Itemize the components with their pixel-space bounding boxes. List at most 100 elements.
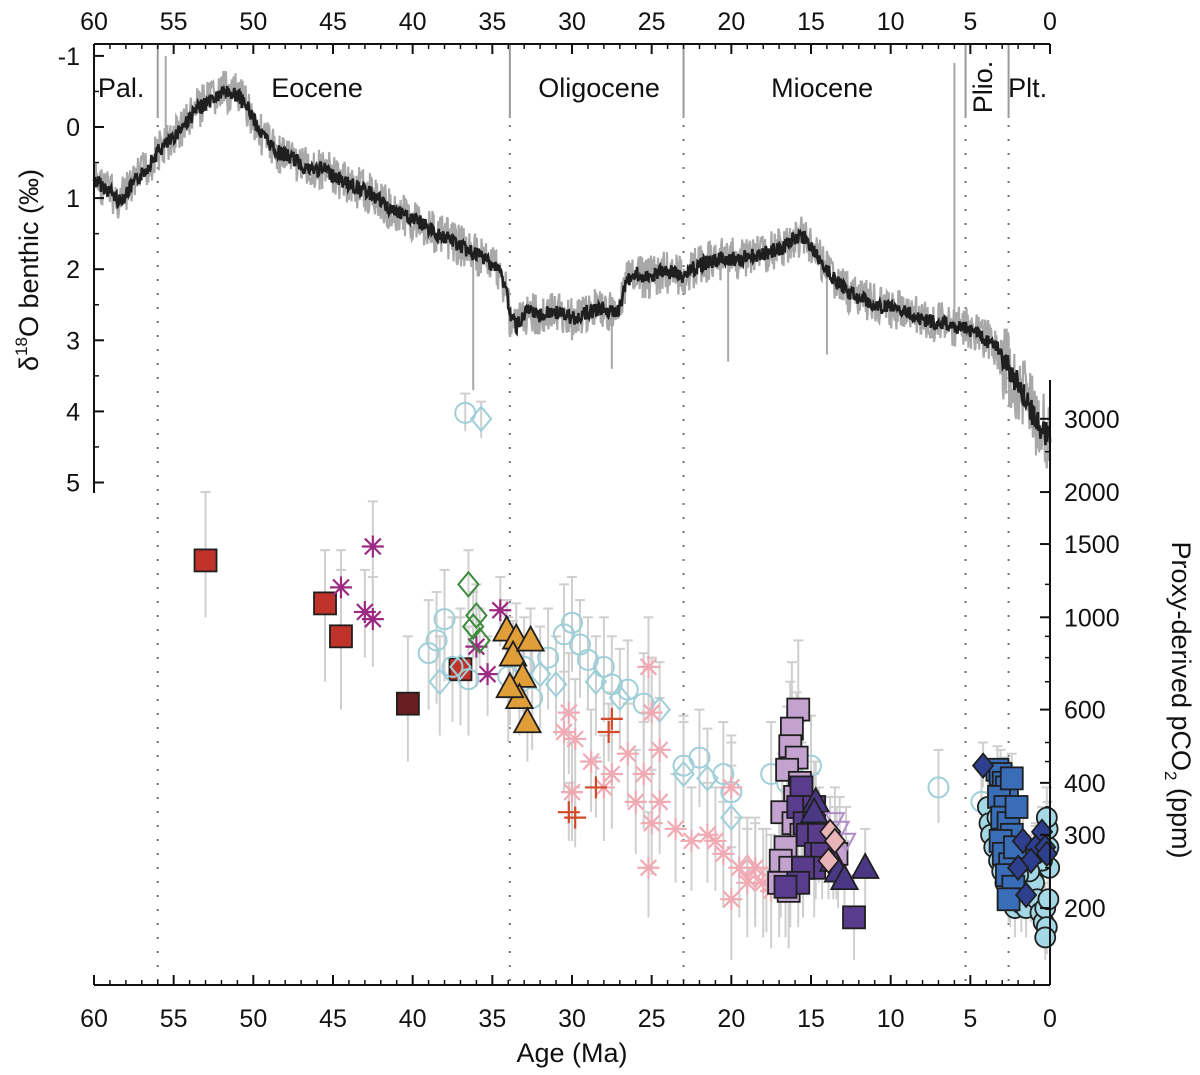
series-points — [457, 570, 491, 654]
right-axis-title: Proxy-derived pCO2 (ppm) — [1161, 541, 1196, 858]
data-point — [799, 796, 829, 824]
data-point — [465, 635, 488, 658]
x-tick-label-bottom: 45 — [319, 1005, 347, 1033]
left-tick-label: 3 — [66, 327, 80, 355]
data-point — [696, 823, 719, 846]
right-tick-label: 200 — [1064, 895, 1106, 923]
data-point — [632, 763, 655, 786]
x-tick-label-bottom: 35 — [478, 1005, 506, 1033]
data-point — [752, 871, 775, 894]
right-tick-label: 600 — [1064, 697, 1106, 725]
data-point — [1035, 840, 1058, 868]
x-tick-label-top: 50 — [239, 8, 267, 36]
x-tick-label-top: 0 — [1043, 8, 1057, 36]
x-tick-label-bottom: 30 — [558, 1005, 586, 1033]
data-point — [441, 655, 464, 678]
data-point — [672, 760, 695, 788]
x-tick-label-top: 15 — [797, 8, 825, 36]
data-point — [597, 721, 620, 744]
data-point — [640, 812, 663, 835]
x-axis-title: Age (Ma) — [516, 1038, 627, 1068]
data-point — [600, 707, 623, 730]
x-tick-label-top: 35 — [478, 8, 506, 36]
data-point — [544, 670, 568, 698]
data-point — [996, 887, 1021, 912]
data-point — [489, 599, 512, 622]
axis-labels: Age (Ma) δ18O benthic (‰) Proxy-derived … — [12, 169, 1196, 1068]
data-point — [495, 671, 525, 699]
series-points — [193, 548, 473, 682]
x-tick-label-bottom: 15 — [797, 1005, 825, 1033]
right-tick-label: 1000 — [1064, 604, 1120, 632]
data-point — [624, 790, 647, 813]
data-point — [449, 653, 472, 681]
right-tick-label: 400 — [1064, 770, 1106, 798]
x-tick-label-top: 40 — [399, 8, 427, 36]
x-tick-label-top: 55 — [160, 8, 188, 36]
data-point — [1034, 926, 1057, 949]
data-point — [712, 842, 735, 865]
data-point — [999, 766, 1024, 791]
series-points — [491, 614, 546, 734]
x-tick-label-bottom: 10 — [877, 1005, 905, 1033]
data-point — [537, 646, 560, 669]
series-points — [799, 786, 880, 891]
data-point — [395, 691, 420, 716]
data-point — [313, 591, 337, 616]
axes: 6060555550504545404035353030252520201515… — [58, 8, 1120, 1033]
data-point — [720, 804, 743, 832]
left-axis-title: δ18O benthic (‰) — [12, 169, 44, 371]
data-point — [461, 613, 485, 641]
series-points — [817, 818, 847, 875]
x-tick-label-top: 20 — [717, 8, 745, 36]
data-point — [744, 856, 767, 879]
right-axis-title-prefix: Proxy-derived pCO — [1166, 541, 1196, 771]
data-point — [476, 663, 499, 686]
epoch-label: Plio. — [968, 61, 998, 114]
data-point — [728, 856, 751, 879]
left-tick-label: -1 — [58, 43, 80, 71]
x-tick-label-top: 25 — [638, 8, 666, 36]
data-point — [557, 701, 580, 724]
data-point — [457, 570, 480, 598]
x-tick-label-bottom: 50 — [239, 1005, 267, 1033]
data-point — [637, 655, 660, 678]
series-points — [329, 535, 512, 686]
d18o-raw-line — [92, 70, 1052, 469]
data-point — [1037, 888, 1060, 911]
series-points — [428, 405, 743, 832]
data-point — [648, 696, 671, 724]
data-point — [193, 548, 218, 573]
left-axis-title-prefix: δ — [14, 356, 44, 371]
data-point — [561, 781, 583, 804]
data-point — [557, 801, 580, 824]
right-tick-label: 1500 — [1064, 531, 1120, 559]
data-point — [773, 874, 798, 899]
x-tick-label-bottom: 20 — [717, 1005, 745, 1033]
data-point — [842, 905, 866, 930]
data-point — [468, 626, 491, 654]
epoch-label: Oligocene — [538, 73, 660, 103]
x-tick-label-bottom: 25 — [638, 1005, 666, 1033]
data-point — [600, 763, 623, 786]
left-axis-title-suffix: O benthic (‰) — [14, 169, 44, 337]
data-point — [850, 852, 880, 879]
data-point — [417, 642, 440, 665]
data-point — [361, 608, 384, 631]
pco2-data-points — [193, 401, 1061, 949]
data-point — [616, 742, 639, 765]
d18o-mean-line — [92, 84, 1052, 446]
data-point — [553, 721, 576, 744]
data-point — [688, 746, 711, 769]
data-point — [528, 660, 552, 688]
left-tick-label: 1 — [66, 185, 80, 213]
data-point — [428, 668, 452, 696]
data-point — [580, 750, 603, 773]
data-point — [465, 601, 488, 630]
right-tick-label: 300 — [1064, 822, 1106, 850]
data-point — [329, 576, 352, 599]
data-point — [720, 888, 743, 911]
data-point — [640, 701, 663, 724]
data-point — [1014, 881, 1038, 909]
